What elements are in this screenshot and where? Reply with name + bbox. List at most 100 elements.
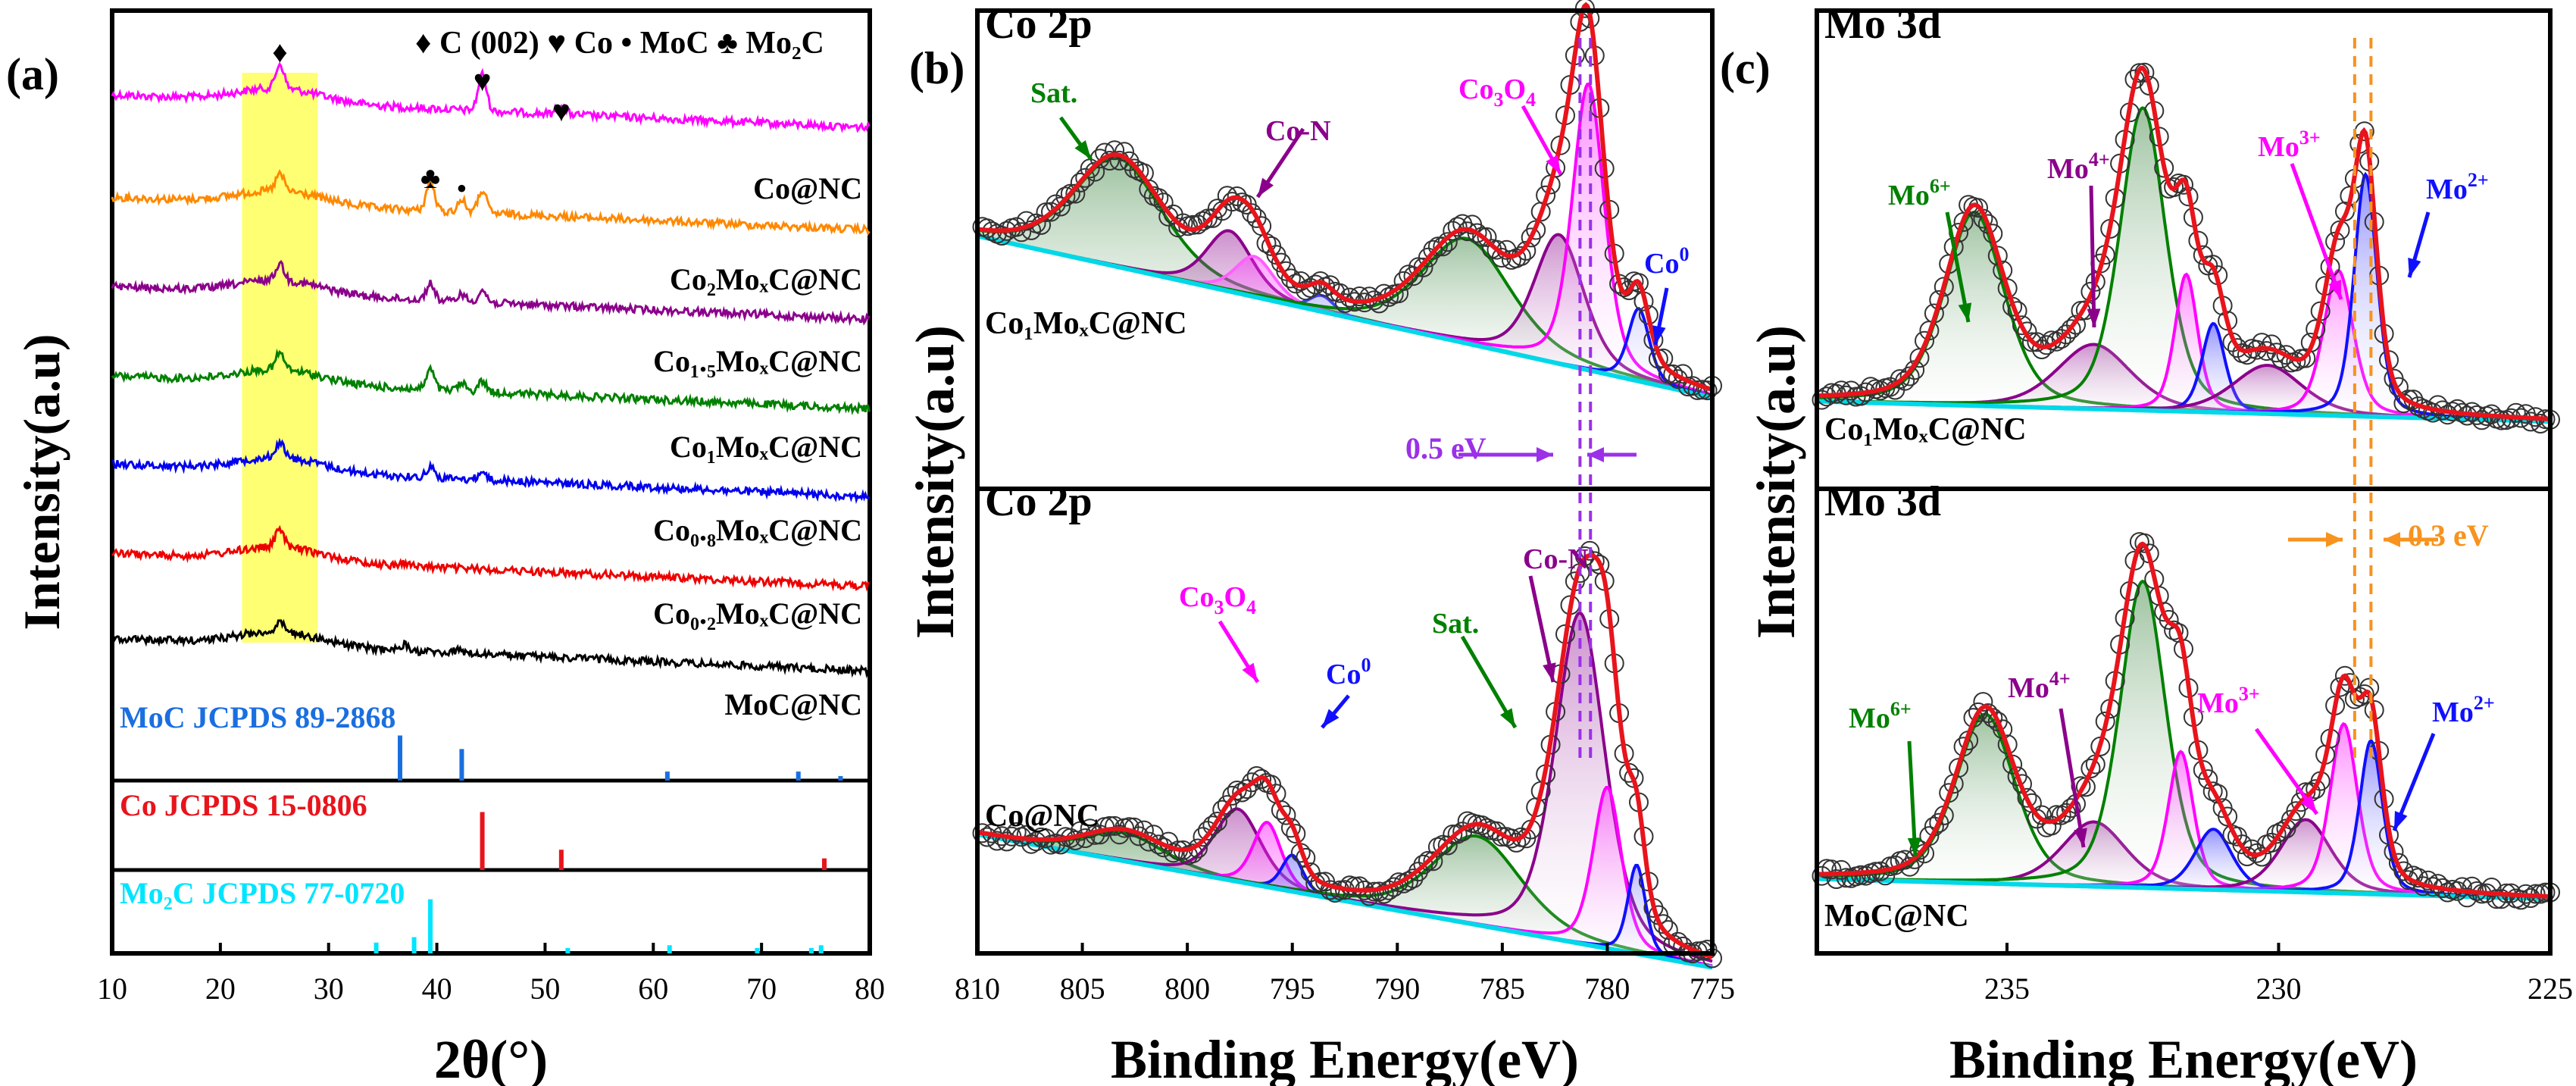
label-main: Co-N (1523, 543, 1589, 575)
data-point (996, 831, 1017, 852)
component-label-0-0: Sat. (1030, 77, 1077, 109)
data-point (1105, 815, 1125, 836)
label-arrowhead-1-1 (2074, 828, 2087, 847)
data-point (1812, 390, 1832, 410)
data-point (1624, 271, 1644, 292)
label-arrow-1-0 (1907, 740, 1918, 857)
highlight-band (242, 73, 318, 643)
data-point (1252, 768, 1272, 789)
data-point (1506, 832, 1527, 853)
data-point (2017, 321, 2037, 342)
data-point (1021, 220, 1042, 240)
xrd-series-label-1: Co₂MoₓC@NC (670, 262, 862, 296)
panel-c-frame (1815, 8, 2553, 956)
label-main: Mo (2426, 174, 2468, 205)
panel-label-c: (c) (1720, 43, 1771, 93)
data-point (2193, 245, 2213, 265)
data-point (1060, 183, 1080, 204)
data-point (1070, 172, 1090, 192)
data-point (2198, 255, 2218, 276)
component-label-0-3: Mo2+ (2426, 169, 2489, 205)
data-point (1987, 246, 2008, 266)
data-point (1315, 872, 1336, 892)
data-point (2281, 809, 2301, 830)
baseline-1 (977, 832, 1713, 970)
data-point (1193, 211, 1213, 231)
legend-symbol: • (613, 26, 640, 61)
data-point (2080, 281, 2101, 302)
data-point (1462, 214, 1483, 235)
data-point (1875, 865, 1896, 886)
label-main: Mo (2008, 672, 2049, 704)
label-arrowhead-1-3 (1543, 662, 1556, 682)
shift-arrowhead-right (1587, 447, 1604, 462)
label-arrow-1-1 (2059, 708, 2086, 848)
data-point (1501, 249, 1521, 270)
data-point (1217, 795, 1237, 815)
xrd-peak-marker-1: ♥ (474, 64, 492, 98)
data-point (2232, 343, 2252, 363)
xrd-peak-marker-0: ♦ (272, 35, 287, 69)
xrd-series-label-6: MoC@NC (724, 687, 862, 721)
data-point (1021, 834, 1042, 854)
data-point (1246, 766, 1267, 786)
data-point (1369, 293, 1390, 314)
legend-label: C (002) (439, 26, 539, 61)
data-point (1055, 186, 1076, 207)
data-point (1193, 827, 1213, 847)
data-point (1408, 257, 1428, 277)
data-point (1997, 278, 2018, 299)
label-arrowhead-0-2 (2328, 280, 2342, 299)
data-point (1953, 211, 1974, 232)
data-point (1256, 773, 1277, 793)
component-label-1-2: Sat. (1432, 608, 1479, 640)
label-arrowhead-1-2 (1499, 708, 1515, 728)
subplot-title-1: Co 2p (985, 478, 1093, 525)
subplot-title-0: Mo 3d (1824, 1, 1941, 48)
data-point (2129, 63, 2149, 83)
label-main: Co (1326, 659, 1361, 690)
label-sup: 4+ (2089, 149, 2110, 171)
xrd-series-3 (111, 349, 871, 415)
data-point (1163, 843, 1183, 863)
data-point (1899, 366, 1920, 387)
y-axis-label-c: Intensity(a.u) (1746, 325, 1806, 639)
data-point (2164, 620, 2184, 640)
ref-label-2: Mo₂C JCPDS 77-0720 (120, 876, 405, 910)
data-point (2007, 766, 2027, 787)
data-point (1653, 914, 1674, 934)
xrd-series-2 (111, 260, 871, 327)
panel-b-frame (975, 8, 1715, 956)
panel-label-a: (a) (6, 49, 59, 99)
c002-highlight-band (242, 73, 318, 643)
data-point (1026, 213, 1046, 233)
data-point (1393, 271, 1414, 291)
tick-label-0: 810 (955, 972, 1000, 1006)
data-point (1443, 825, 1463, 844)
shift-arrowhead-left (1537, 447, 1553, 462)
a-tick-label-3: 40 (422, 972, 452, 1006)
data-point (1207, 199, 1227, 219)
label-sup: 6+ (1890, 698, 1912, 720)
tick-label-3: 795 (1270, 972, 1315, 1006)
data-point (1427, 236, 1448, 257)
data-point (1246, 208, 1267, 228)
legend-label: Co (574, 26, 613, 61)
a-tick-label-0: 10 (97, 972, 127, 1006)
data-point (1968, 702, 1988, 722)
data-point (1477, 818, 1497, 838)
data-point (2227, 338, 2247, 358)
data-point (2418, 870, 2438, 890)
sample-label-0: Co₁MoₓC@NC (1824, 412, 2027, 447)
data-point (2051, 805, 2071, 825)
label-sub: 3 (1214, 596, 1224, 618)
data-point (1919, 321, 1940, 341)
component-fill-1-7 (1817, 740, 2550, 900)
data-point (1041, 834, 1061, 855)
y-axis-label-a: Intensity(a.u) (13, 333, 70, 630)
tick-label-2: 225 (2528, 972, 2573, 1006)
data-point (1841, 380, 1862, 401)
xrd-series-1 (111, 169, 871, 236)
data-point (1070, 821, 1090, 841)
